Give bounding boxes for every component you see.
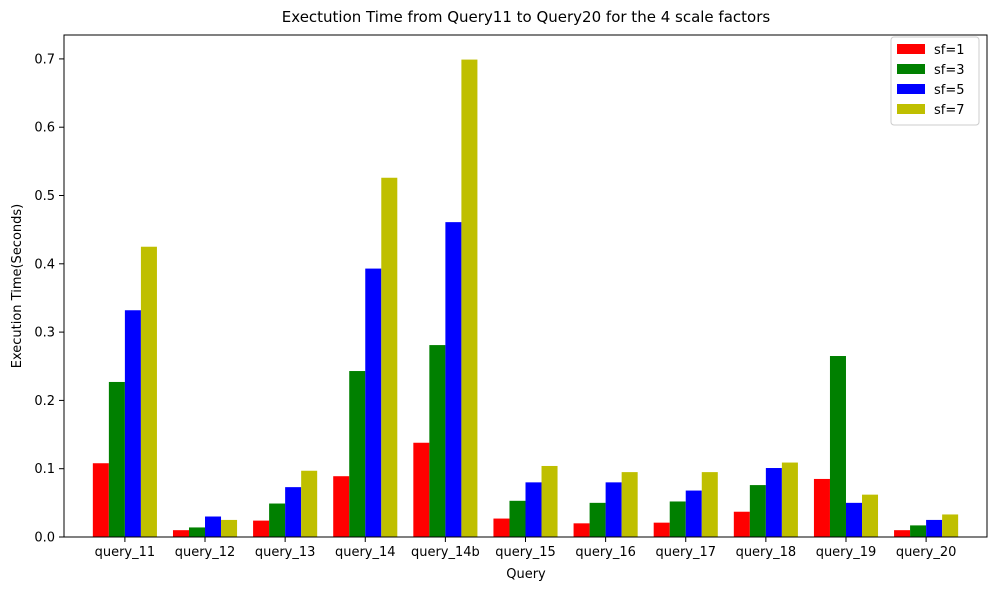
x-tick-label: query_12 [175,545,236,560]
x-tick-label: query_18 [736,545,797,560]
bar [269,503,286,537]
bar [188,527,206,537]
bar [525,482,542,537]
series-sf-1 [92,442,911,537]
bar [605,482,622,537]
bar [285,487,302,537]
y-tick-label: 0.4 [34,257,55,272]
bar [140,246,157,538]
bar [781,462,798,537]
bar [253,520,270,537]
x-tick-label: query_15 [495,545,556,560]
x-tick-label: query_14b [411,545,480,560]
x-tick-label: query_14 [335,545,396,560]
bar [108,381,125,537]
bar [589,502,606,537]
bar [942,514,959,537]
legend-label: sf=3 [934,63,965,78]
axes-layer: 0.0 0.1 0.2 0.3 0.4 0.5 0.6 0.7 query_11 query_12… [34,34,988,560]
bar [685,490,702,537]
x-axis-label: Query [506,567,546,582]
bar [573,523,590,537]
legend-swatch [897,44,925,54]
bar [765,468,782,537]
legend-label: sf=1 [934,43,965,58]
bar [124,310,141,537]
bar [413,442,430,537]
bar [621,472,638,537]
x-tick-label: query_16 [575,545,636,560]
legend-swatch [897,104,925,114]
bar [429,345,446,537]
y-tick-label: 0.0 [34,531,55,546]
y-tick-label: 0.1 [34,462,55,477]
bar [813,478,830,537]
x-tick-label: query_17 [655,545,716,560]
bar [541,465,558,537]
bar [205,516,222,537]
bar [926,519,943,537]
series-sf-5 [124,222,943,537]
x-tick-label: query_19 [816,545,877,560]
chart-title: Exectution Time from Query11 to Query20 … [282,8,771,26]
bar [172,530,189,537]
bar [894,530,911,537]
legend-swatch [897,64,925,74]
bar [862,494,879,537]
bar [445,222,462,537]
y-tick-label: 0.5 [34,189,55,204]
bar [829,356,846,537]
legend-box [890,36,980,126]
y-tick-label: 0.6 [34,121,55,136]
y-tick-label: 0.3 [34,326,55,341]
bar [349,371,366,537]
bar [92,463,109,537]
x-tick-label: query_11 [95,545,156,560]
bar [733,511,750,537]
bar [365,268,382,537]
bar [845,502,863,537]
bar [749,485,766,537]
legend: sf=1 sf=3 sf=5 sf=7 [890,36,980,126]
legend-label: sf=5 [934,83,965,98]
series-sf-7 [140,59,959,538]
x-tick-label: query_20 [896,545,957,560]
series-sf-3 [108,345,927,537]
bar [669,501,686,537]
bar [461,59,478,538]
x-tick-label: query_13 [255,545,316,560]
bar [509,500,526,537]
legend-swatch [897,84,925,94]
bar [701,472,718,537]
bar [653,522,670,537]
plot-frame [63,34,988,538]
bar [221,519,238,537]
legend-label: sf=7 [934,103,965,118]
bars-layer [92,59,959,538]
y-axis-label: Execution Time(Seconds) [10,204,25,369]
bar [493,518,510,537]
bar [910,525,927,537]
bar [301,470,318,537]
y-tick-label: 0.7 [34,52,55,67]
bar [333,476,350,537]
y-tick-label: 0.2 [34,394,55,409]
bar [381,177,398,537]
